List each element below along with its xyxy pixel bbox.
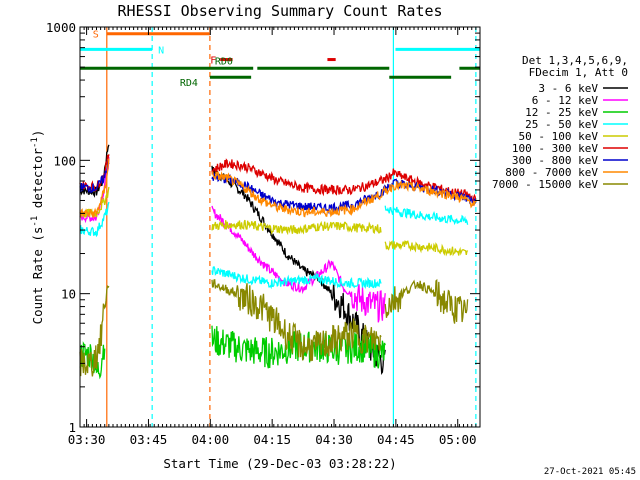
flag-label-rd4: RD4 [180, 78, 198, 89]
axes-layer: 03:30 03:45 04:00 04:15 04:30 04:45 05:00 1 10 10… [46, 20, 481, 447]
x-tick-label-6: 05:00 [439, 432, 477, 447]
flag-label-rd0: RD0 [215, 56, 233, 67]
y-axis-label-end: ) [30, 130, 45, 138]
date-annotation: 27-Oct-2021 05:45 [544, 467, 636, 477]
flag-label-s: S [93, 30, 99, 41]
series-layer [79, 144, 477, 380]
y-tick-label-3: 1000 [46, 20, 76, 35]
flag-label-f: F [210, 56, 216, 67]
y-axis-label-sup2: -1 [30, 137, 40, 148]
series-line-8-seg-1 [211, 278, 382, 362]
legend-entry-6: 300 - 800 keV [512, 154, 598, 167]
series-line-8-seg-2 [384, 278, 469, 324]
legend-header-0: Det 1,3,4,5,6,9, [522, 54, 628, 67]
series-line-6-seg-0 [79, 159, 110, 194]
y-tick-label-0: 1 [68, 420, 76, 435]
series-line-0-seg-1 [211, 165, 386, 375]
y-axis-label-main: Count Rate (s [30, 227, 45, 325]
legend-entry-8: 7000 - 15000 keV [492, 178, 598, 191]
series-line-7-seg-0 [79, 158, 110, 218]
x-tick-label-5: 04:45 [377, 432, 415, 447]
legend-entry-1: 6 - 12 keV [532, 94, 599, 107]
series-line-7-seg-1 [211, 170, 477, 218]
legend-entry-5: 100 - 300 keV [512, 142, 598, 155]
chart-title: RHESSI Observing Summary Count Rates [117, 2, 442, 20]
x-tick-label-2: 04:00 [191, 432, 229, 447]
legend: Det 1,3,4,5,6,9,FDecim 1, Att 0 3 - 6 keV… [492, 54, 628, 191]
legend-entry-7: 800 - 7000 keV [505, 166, 598, 179]
x-tick-label-3: 04:15 [253, 432, 291, 447]
series-line-4-seg-2 [384, 240, 469, 257]
series-line-4-seg-1 [211, 219, 382, 236]
plot-area [106, 27, 477, 427]
legend-entry-3: 25 - 50 keV [525, 118, 598, 131]
legend-header-1: FDecim 1, Att 0 [529, 66, 628, 79]
legend-entry-4: 50 - 100 keV [519, 130, 599, 143]
series-line-8-seg-0 [79, 284, 110, 377]
series-line-3-seg-2 [384, 204, 469, 226]
series-line-3-seg-1 [211, 266, 382, 290]
x-tick-label-0: 03:30 [68, 432, 106, 447]
y-axis-label-tail: detector [30, 148, 45, 216]
y-tick-label-1: 10 [61, 287, 76, 302]
flag-label-n: N [158, 45, 164, 56]
legend-entry-2: 12 - 25 keV [525, 106, 598, 119]
x-axis-label: Start Time (29-Dec-03 03:28:22) [163, 456, 396, 471]
y-axis-label-sup: -1 [30, 216, 40, 227]
y-tick-label-2: 100 [53, 153, 76, 168]
y-axis-label: Count Rate (s-1 detector-1) [30, 130, 45, 325]
series-line-2-seg-0 [79, 341, 106, 380]
legend-entry-0: 3 - 6 keV [538, 82, 598, 95]
plot-frame [79, 26, 481, 428]
x-tick-label-4: 04:30 [315, 432, 353, 447]
x-tick-label-1: 03:45 [130, 432, 168, 447]
